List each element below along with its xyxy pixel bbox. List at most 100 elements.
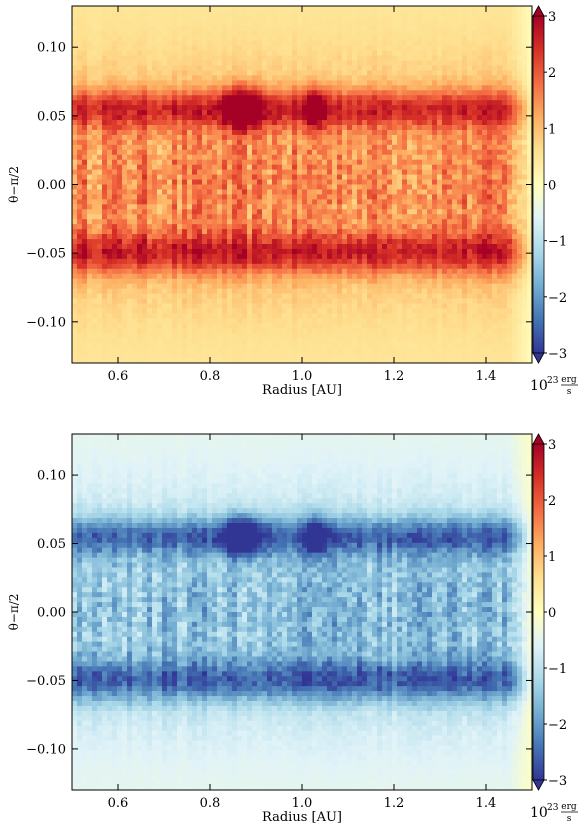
heatmap-cell (282, 110, 288, 116)
heatmap-cell (512, 75, 518, 81)
heatmap-cell (157, 268, 163, 275)
heatmap-cell (367, 70, 373, 77)
heatmap-cell (417, 239, 423, 245)
heatmap-cell (337, 90, 343, 96)
heatmap-cell (262, 105, 268, 111)
heatmap-cell (332, 95, 338, 101)
heatmap-cell (277, 110, 283, 116)
heatmap-cell (192, 35, 198, 42)
heatmap-cell (482, 90, 488, 96)
heatmap-cell (177, 159, 183, 166)
heatmap-cell (102, 60, 108, 67)
heatmap-cell (337, 120, 343, 126)
heatmap-cell (527, 25, 532, 32)
heatmap-cell (187, 149, 193, 156)
heatmap-cell (352, 164, 358, 171)
heatmap-cell (187, 144, 193, 151)
heatmap-cell (267, 169, 273, 176)
heatmap-cell (132, 164, 138, 171)
heatmap-cell (492, 30, 498, 37)
heatmap-cell (507, 6, 513, 12)
heatmap-cell (157, 75, 163, 81)
heatmap-cell (427, 204, 433, 210)
heatmap-cell (167, 214, 173, 220)
heatmap-cell (177, 30, 183, 37)
heatmap-cell (282, 20, 288, 27)
heatmap-cell (187, 125, 193, 131)
heatmap-cell (102, 80, 108, 86)
heatmap-cell (117, 219, 123, 225)
heatmap-cell (407, 115, 413, 121)
heatmap-cell (337, 199, 343, 205)
heatmap-cell (407, 189, 413, 196)
heatmap-cell (167, 219, 173, 225)
heatmap-cell (102, 189, 108, 196)
heatmap-cell (412, 199, 418, 205)
heatmap-cell (217, 244, 223, 250)
heatmap-cell (107, 80, 113, 86)
heatmap-cell (287, 85, 293, 91)
heatmap-cell (292, 129, 298, 136)
heatmap-cell (72, 15, 78, 22)
heatmap-cell (327, 115, 333, 121)
heatmap-cell (457, 263, 463, 270)
heatmap-cell (92, 234, 98, 240)
heatmap-cell (77, 154, 83, 161)
heatmap-cell (477, 65, 483, 72)
heatmap-cell (292, 189, 298, 196)
heatmap-cell (457, 144, 463, 151)
heatmap-cell (227, 169, 233, 176)
heatmap-cell (447, 263, 453, 270)
heatmap-cell (312, 60, 318, 67)
heatmap-cell (437, 179, 443, 186)
heatmap-cell (217, 115, 223, 121)
heatmap-cell (322, 80, 328, 86)
heatmap-cell (197, 159, 203, 166)
heatmap-cell (487, 10, 493, 17)
heatmap-cell (477, 20, 483, 27)
heatmap-cell (107, 204, 113, 210)
heatmap-cell (107, 134, 113, 141)
heatmap-cell (157, 85, 163, 91)
heatmap-cell (362, 50, 368, 57)
heatmap-cell (132, 253, 138, 260)
heatmap-cell (112, 110, 118, 116)
heatmap-cell (442, 189, 448, 196)
heatmap-cell (297, 209, 303, 215)
heatmap-cell (477, 80, 483, 86)
heatmap-cell (302, 10, 308, 17)
heatmap-cell (97, 70, 103, 77)
heatmap-cell (92, 100, 98, 106)
heatmap-cell (132, 199, 138, 205)
heatmap-cell (332, 214, 338, 220)
heatmap-cell (517, 244, 523, 250)
heatmap-cell (312, 65, 318, 72)
heatmap-cell (452, 129, 458, 136)
heatmap-cell (317, 95, 323, 101)
heatmap-cell (117, 134, 123, 141)
heatmap-cell (422, 159, 428, 166)
heatmap-cell (357, 15, 363, 22)
heatmap-cell (512, 15, 518, 22)
heatmap-cell (422, 253, 428, 260)
heatmap-cell (512, 199, 518, 205)
heatmap-cell (97, 179, 103, 186)
heatmap-cell (512, 95, 518, 101)
heatmap-cell (462, 149, 468, 156)
heatmap-cell (507, 154, 513, 161)
heatmap-cell (487, 50, 493, 57)
heatmap-cell (197, 25, 203, 32)
heatmap-cell (222, 45, 228, 52)
heatmap-cell (162, 209, 168, 215)
heatmap-cell (457, 35, 463, 42)
heatmap-cell (122, 164, 128, 171)
heatmap-cell (377, 239, 383, 245)
heatmap-cell (327, 194, 333, 200)
heatmap-cell (92, 80, 98, 86)
heatmap-cell (417, 25, 423, 32)
heatmap-cell (327, 35, 333, 42)
heatmap-cell (322, 169, 328, 176)
heatmap-cell (497, 258, 503, 265)
heatmap-cell (357, 263, 363, 270)
heatmap-cell (412, 139, 418, 146)
